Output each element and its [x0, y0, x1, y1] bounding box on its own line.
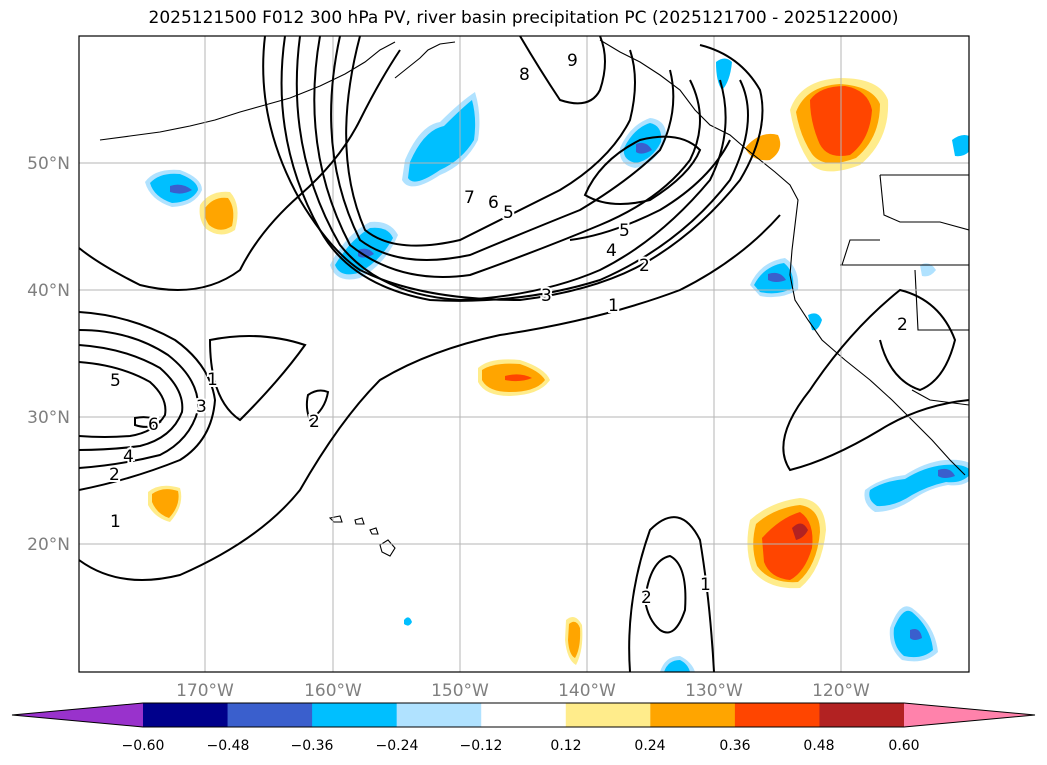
pv-contour-6 — [330, 36, 675, 261]
colorbar-segment — [650, 703, 736, 727]
colorbar-segment — [819, 703, 905, 727]
pv-contour-7 — [345, 36, 636, 247]
colorbar-tick-label: 0.24 — [634, 738, 665, 754]
colorbar-tick-label: −0.48 — [207, 738, 250, 754]
colorbar-segment — [734, 703, 820, 727]
pv-contour-w5 — [134, 416, 162, 428]
contour-label: 2 — [639, 256, 650, 276]
colorbar-tick-label: 0.36 — [719, 738, 750, 754]
colorbar-segment — [312, 703, 398, 727]
contour-label: 4 — [123, 447, 134, 467]
pv-contour-east — [782, 288, 969, 472]
graticule — [79, 36, 969, 672]
pv-contour-big — [79, 214, 781, 581]
colorbar-tick-label: 0.60 — [888, 738, 919, 754]
contour-label: 1 — [207, 370, 218, 390]
pv-contour-5b — [569, 139, 731, 241]
pv-contour-w2 — [79, 329, 200, 469]
contour-label: 3 — [541, 286, 552, 306]
lon-label: 140°W — [558, 681, 616, 701]
precip-shading — [145, 58, 969, 672]
pv-contour-2 — [262, 36, 764, 302]
pv-contours — [79, 36, 969, 672]
contour-label: 1 — [110, 512, 121, 532]
pv-contour-1 — [79, 49, 401, 291]
contour-label: 5 — [619, 221, 630, 241]
contour-label: 8 — [519, 65, 530, 85]
pv-contour-labels: 9 8 7 6 5 5 4 3 2 1 5 6 4 3 2 1 1 2 2 1 … — [107, 49, 910, 610]
coastlines — [99, 39, 969, 557]
pv-contour-4 — [295, 36, 727, 302]
longitude-labels: 170°W 160°W 150°W 140°W 130°W 120°W — [176, 681, 870, 701]
lat-label: 40°N — [27, 281, 70, 301]
pv-contour-south — [628, 516, 715, 672]
contour-label: 5 — [110, 371, 121, 391]
lon-label: 130°W — [685, 681, 743, 701]
pv-contour-w3 — [79, 344, 184, 451]
contour-label: 2 — [109, 465, 120, 485]
colorbar-extend-low — [12, 703, 143, 727]
contour-label: 5 — [503, 203, 514, 223]
contour-label: 3 — [196, 397, 207, 417]
contour-label: 4 — [606, 241, 617, 261]
colorbar-tick-label: −0.36 — [291, 738, 334, 754]
pv-contour-4b — [583, 135, 702, 205]
pv-contour-south-inner — [643, 554, 687, 634]
pv-contour-8 — [519, 36, 606, 105]
map-title: 2025121500 F012 300 hPa PV, river basin … — [148, 8, 899, 28]
lat-label: 30°N — [27, 408, 70, 428]
colorbar-segment — [227, 703, 313, 727]
colorbar-segment — [481, 703, 567, 727]
lon-label: 160°W — [304, 681, 362, 701]
pv-contour-mid — [208, 335, 307, 422]
colorbar-segment — [143, 703, 229, 727]
contour-label: 2 — [897, 315, 908, 335]
lon-label: 170°W — [176, 681, 234, 701]
precip-negative-blobs — [145, 58, 969, 672]
latitude-labels: 50°N 40°N 30°N 20°N — [27, 154, 70, 555]
contour-label: 2 — [641, 588, 652, 608]
colorbar-tick-label: −0.60 — [122, 738, 165, 754]
contour-label: 2 — [309, 412, 320, 432]
colorbar-tick-label: −0.24 — [376, 738, 419, 754]
lon-label: 150°W — [431, 681, 489, 701]
colorbar-tick-label: 0.12 — [550, 738, 581, 754]
pv-contour-small — [305, 389, 330, 422]
lat-label: 50°N — [27, 154, 70, 174]
lon-label: 120°W — [812, 681, 870, 701]
contour-label: 1 — [608, 296, 619, 316]
precip-positive-blobs — [148, 78, 889, 665]
colorbar-outline — [11, 702, 1036, 728]
pv-contour-3 — [280, 36, 749, 302]
pv-contour-w1 — [79, 311, 217, 491]
colorbar-tick-label: −0.12 — [460, 738, 503, 754]
contour-label: 9 — [567, 51, 578, 71]
contour-label: 7 — [464, 188, 475, 208]
lat-label: 20°N — [27, 535, 70, 555]
colorbar-tick-label: 0.48 — [803, 738, 834, 754]
contour-label: 1 — [700, 575, 711, 595]
colorbar-extend-high — [904, 703, 1035, 727]
colorbar — [11, 702, 1036, 728]
pv-contour-w4 — [79, 361, 167, 438]
colorbar-segment — [565, 703, 651, 727]
colorbar-tick-labels: −0.60 −0.48 −0.36 −0.24 −0.12 0.12 0.24 … — [122, 738, 920, 754]
colorbar-segment — [396, 703, 482, 727]
plot-frame — [78, 35, 970, 673]
contour-label: 6 — [488, 193, 499, 213]
pv-contour-5 — [313, 36, 701, 278]
contour-label: 6 — [148, 415, 159, 435]
